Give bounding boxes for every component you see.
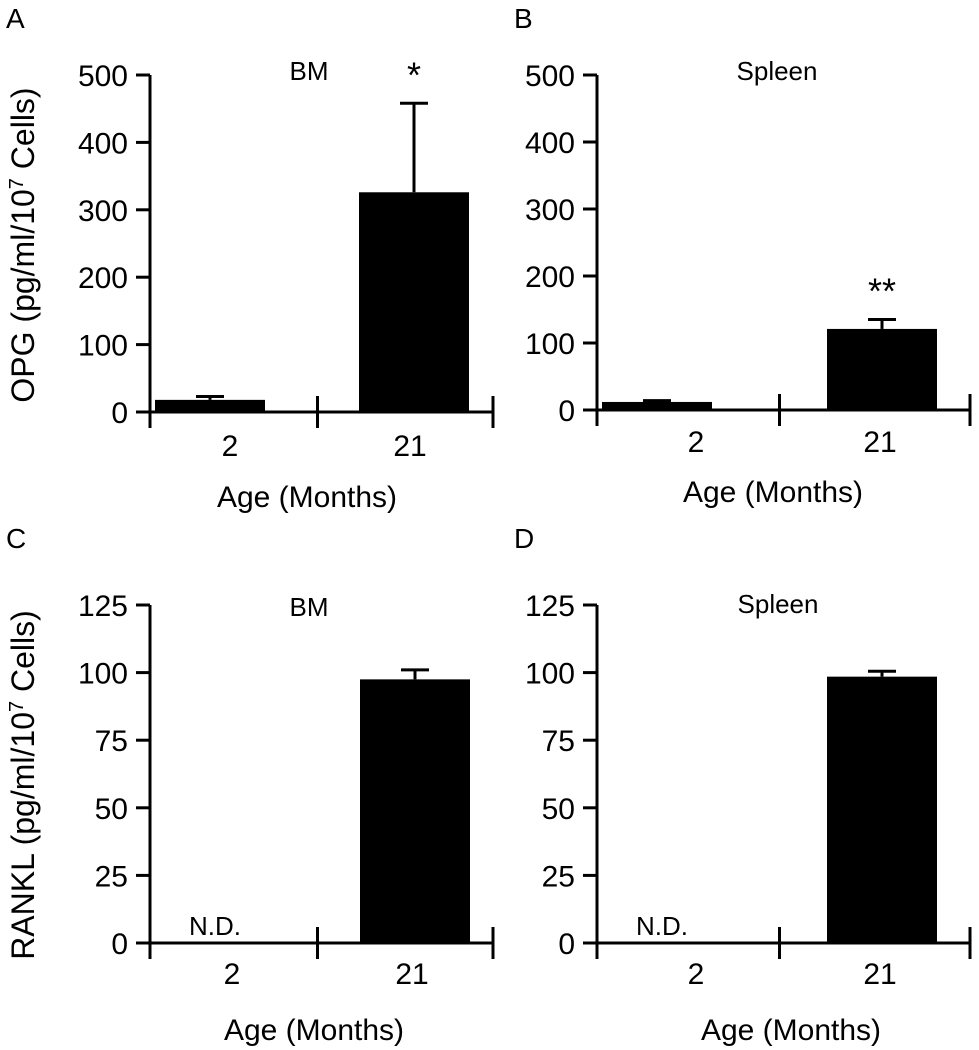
panel-b-letter: B	[514, 3, 533, 34]
panel-c-y-tick-label: 50	[95, 793, 128, 826]
panel-c-bar-21	[360, 679, 470, 943]
panel-d-y-tick-label: 100	[525, 658, 575, 691]
panel-c-letter: C	[6, 523, 26, 554]
panel-d-y-tick-label: 0	[558, 928, 575, 961]
panel-d-bar-21	[827, 676, 937, 943]
panel-b-category-label-2: 2	[688, 426, 705, 459]
y-axis-label-opg-prefix: OPG (pg/ml/10	[5, 189, 41, 402]
panel-d-category-label-2: 2	[688, 958, 705, 991]
panel-c-y-tick-label: 0	[111, 928, 128, 961]
panel-c-x-axis-label: Age (Months)	[224, 1014, 404, 1047]
y-axis-label-rankl-exponent: 7	[6, 701, 28, 712]
panel-b-y-tick-label: 400	[525, 127, 575, 160]
panel-d-y-tick-label: 75	[542, 725, 575, 758]
panel-d-x-axis-label: Age (Months)	[701, 1014, 881, 1047]
panel-a-bar-2	[155, 399, 265, 412]
panel-b-y-tick-label: 0	[558, 395, 575, 428]
panel-b-y-tick-label: 100	[525, 328, 575, 361]
panel-a-y-tick-label: 100	[78, 330, 128, 363]
panel-d: D Spleen 0 25 50 75 100 125 N.D.2 21 Age (Months)	[514, 523, 972, 1047]
panel-b-y-tick-label: 200	[525, 261, 575, 294]
panel-b-category-label-21: 21	[863, 426, 896, 459]
y-axis-label-rankl-prefix: RANKL (pg/ml/10	[5, 712, 41, 960]
panel-a-x-axis-label: Age (Months)	[217, 481, 397, 514]
panel-b-title: Spleen	[737, 56, 818, 86]
panel-c-category-label-21: 21	[395, 958, 428, 991]
panel-b-bar-21	[827, 328, 937, 410]
panel-d-y-tick-label: 25	[542, 860, 575, 893]
panel-a-bar-21	[359, 192, 469, 412]
panel-d-letter: D	[514, 523, 534, 554]
panel-a-letter: A	[6, 3, 25, 34]
y-axis-label-rankl-suffix: Cells)	[5, 610, 41, 701]
panel-d-nd-label: N.D.	[636, 911, 688, 941]
panel-a-y-tick-label: 200	[78, 262, 128, 295]
panel-d-title: Spleen	[738, 589, 819, 619]
panel-a-y-tick-label: 500	[78, 60, 128, 93]
panel-b-bar-2	[602, 401, 712, 410]
panel-c-y-tick-label: 75	[95, 725, 128, 758]
panel-b-significance-label: **	[868, 271, 896, 312]
panel-a-category-label-21: 21	[393, 430, 426, 463]
panel-b-x-axis-label: Age (Months)	[683, 476, 863, 509]
y-axis-label-opg-suffix: Cells)	[5, 87, 41, 178]
panel-d-y-tick-label: 125	[525, 590, 575, 623]
panel-a: A BM 0 100 200 300 400 500 2 * 21 Age (Months)	[6, 3, 495, 514]
panel-a-significance-label: *	[407, 54, 421, 95]
panel-c: C BM 0 25 50 75 100 125 N.D. 2 21 Age (Months)	[6, 523, 495, 1047]
y-axis-label-opg: OPG (pg/ml/107 Cells)	[5, 87, 41, 402]
panel-d-y-tick-label: 50	[542, 793, 575, 826]
panel-a-y-tick-label: 300	[78, 195, 128, 228]
y-axis-label-opg-exponent: 7	[6, 178, 28, 189]
panel-c-y-tick-label: 100	[78, 658, 128, 691]
panel-a-category-label-2: 2	[222, 430, 239, 463]
panel-c-y-tick-label: 125	[78, 590, 128, 623]
panel-d-category-label-21: 21	[863, 958, 896, 991]
panel-c-category-label-2: 2	[224, 958, 241, 991]
panel-a-y-tick-label: 0	[111, 397, 128, 430]
panel-b-y-tick-label: 500	[525, 60, 575, 93]
panel-a-title: BM	[290, 56, 329, 86]
panel-c-nd-label: N.D.	[189, 911, 241, 941]
panel-c-title: BM	[290, 592, 329, 622]
panel-c-y-tick-label: 25	[95, 860, 128, 893]
panel-a-y-tick-label: 400	[78, 127, 128, 160]
y-axis-label-rankl: RANKL (pg/ml/107 Cells)	[5, 610, 41, 960]
panel-b-y-tick-label: 300	[525, 194, 575, 227]
